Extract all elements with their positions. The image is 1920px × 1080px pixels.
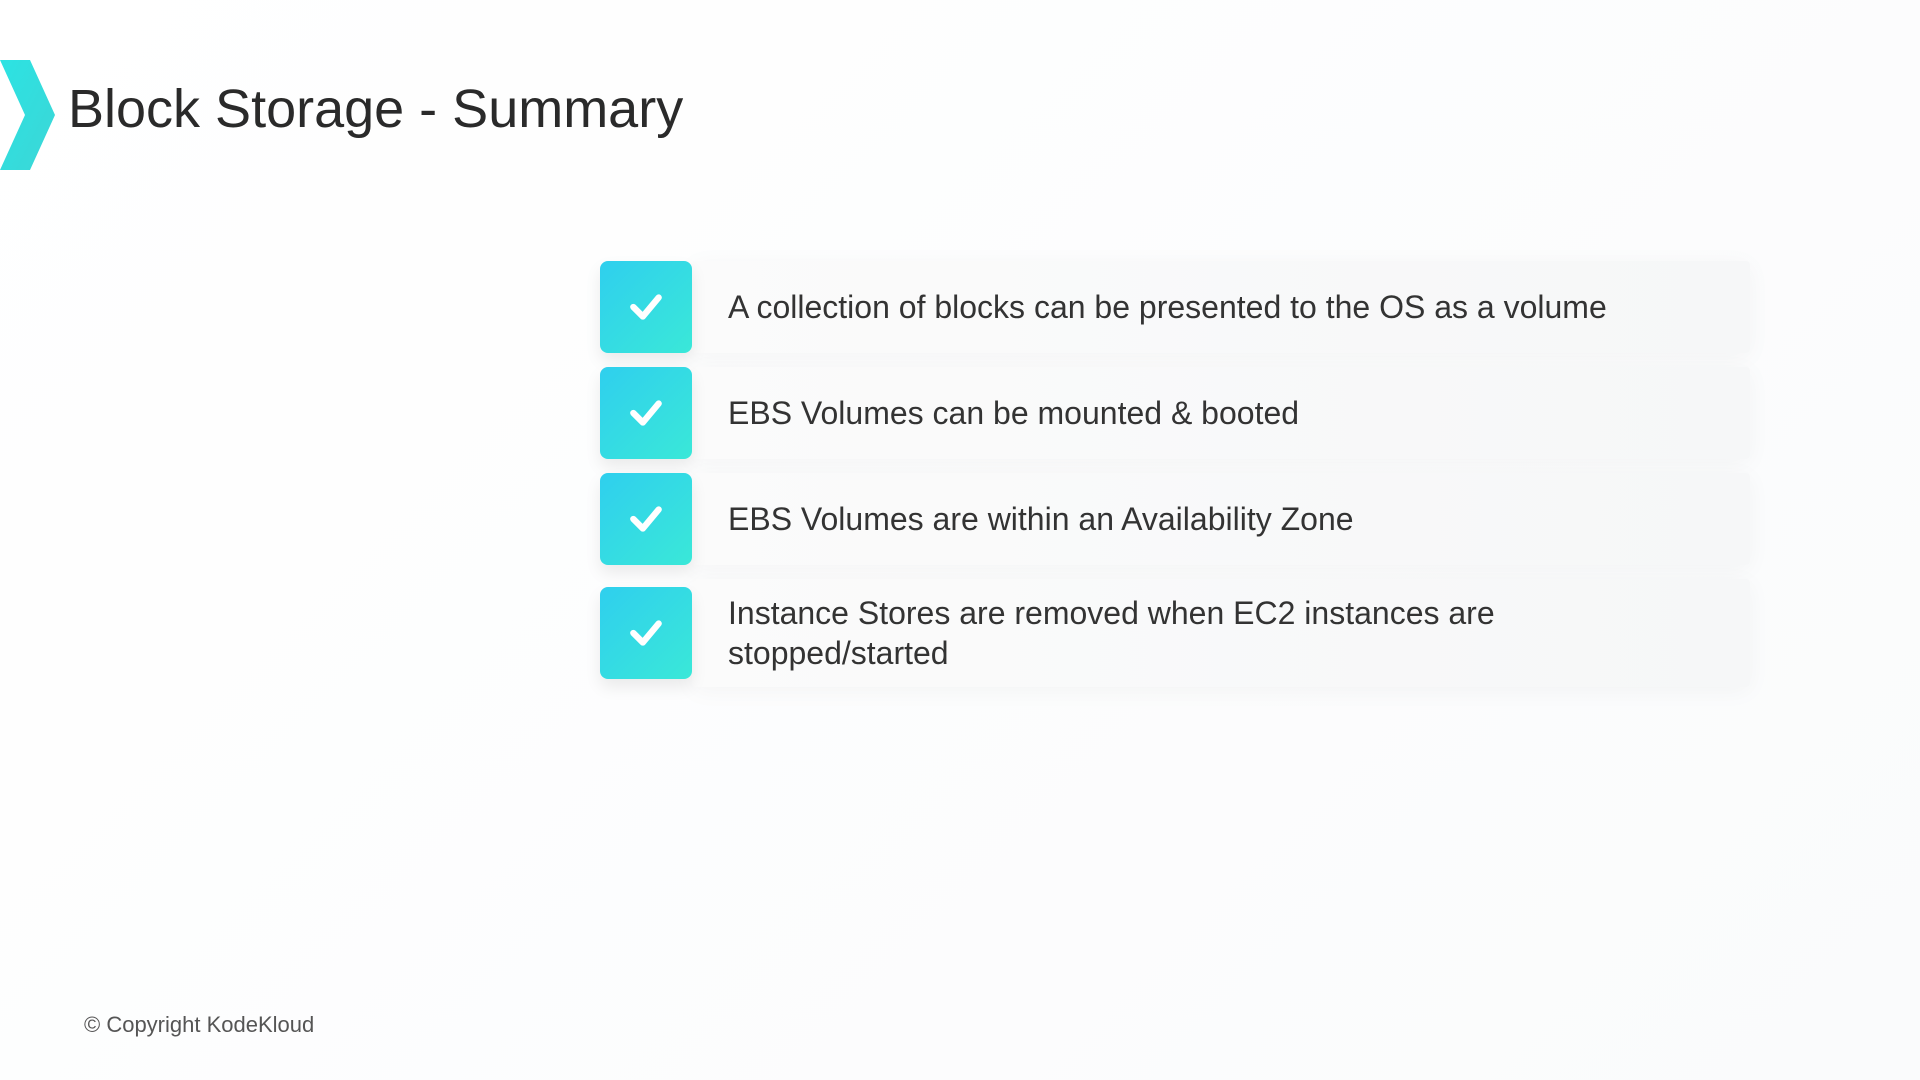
list-item-text: EBS Volumes are within an Availability Z… <box>692 473 1750 565</box>
check-icon-box <box>600 473 692 565</box>
check-icon <box>627 288 665 326</box>
list-item: Instance Stores are removed when EC2 ins… <box>600 579 1750 687</box>
check-icon-box <box>600 587 692 679</box>
page-title: Block Storage - Summary <box>68 78 683 140</box>
list-item-text: EBS Volumes can be mounted & booted <box>692 367 1750 459</box>
list-item: EBS Volumes are within an Availability Z… <box>600 473 1750 565</box>
header-chevron-icon <box>0 60 55 170</box>
check-icon <box>627 500 665 538</box>
list-item-text: Instance Stores are removed when EC2 ins… <box>692 579 1750 687</box>
list-item: EBS Volumes can be mounted & booted <box>600 367 1750 459</box>
list-item: A collection of blocks can be presented … <box>600 261 1750 353</box>
check-icon-box <box>600 261 692 353</box>
check-icon <box>627 394 665 432</box>
summary-list: A collection of blocks can be presented … <box>600 261 1750 687</box>
check-icon-box <box>600 367 692 459</box>
list-item-text: A collection of blocks can be presented … <box>692 261 1750 353</box>
copyright-text: © Copyright KodeKloud <box>84 1012 314 1038</box>
check-icon <box>627 614 665 652</box>
